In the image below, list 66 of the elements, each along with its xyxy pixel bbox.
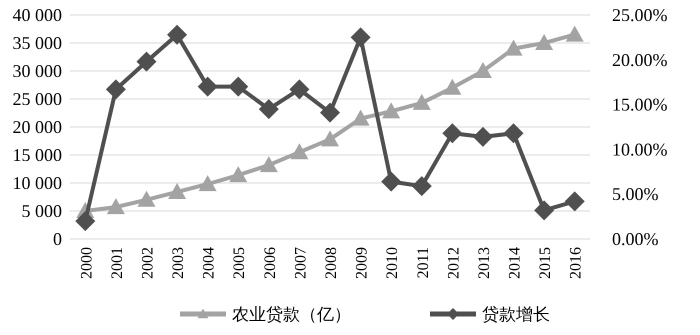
y2-tick-label: 0.00%	[612, 229, 658, 249]
x-tick-label: 2000	[78, 247, 96, 279]
x-tick-label: 2009	[354, 247, 371, 279]
y-tick-label: 15 000	[12, 145, 62, 165]
point	[321, 130, 339, 146]
point	[535, 34, 554, 50]
x-tick-label: 2006	[262, 247, 279, 279]
x-tick-label: 2016	[568, 247, 585, 279]
legend-label: 农业贷款（亿）	[232, 305, 351, 324]
point	[75, 211, 96, 232]
point	[106, 79, 126, 100]
y-tick-label: 35 000	[12, 33, 62, 53]
y-tick-label: 0	[53, 229, 62, 249]
point	[106, 198, 125, 214]
point	[229, 166, 248, 182]
point	[289, 79, 310, 100]
x-tick-label: 2003	[170, 247, 188, 279]
point	[260, 156, 278, 172]
point	[566, 26, 584, 42]
point	[198, 76, 218, 97]
x-tick-label: 2004	[200, 247, 218, 279]
point	[137, 190, 156, 207]
point	[228, 76, 248, 97]
point	[381, 172, 402, 192]
x-tick-label: 2015	[537, 247, 554, 279]
point	[504, 123, 524, 144]
x-tick-label: 2002	[139, 247, 156, 279]
y-tick-label: 20 000	[12, 117, 62, 137]
point	[474, 62, 492, 78]
point	[442, 123, 462, 144]
y-tick-label: 10 000	[12, 173, 62, 193]
point	[443, 78, 462, 95]
point	[382, 102, 400, 118]
x-tick-label: 2013	[476, 247, 493, 279]
point	[136, 52, 156, 72]
legend-label: 贷款增长	[482, 305, 550, 324]
point	[412, 176, 432, 196]
y2-tick-label: 10.00%	[612, 139, 668, 160]
y-tick-label: 30 000	[12, 61, 62, 81]
y2-tick-label: 5.00%	[612, 184, 658, 204]
y-tick-label: 5 000	[22, 201, 62, 221]
point	[320, 102, 340, 123]
point	[350, 27, 371, 48]
x-tick-label: 2010	[384, 247, 402, 279]
x-tick-label: 2014	[506, 247, 524, 279]
point	[472, 126, 493, 147]
x-tick-label: 2012	[445, 247, 462, 279]
point	[258, 99, 279, 120]
point	[167, 24, 188, 45]
y-tick-label: 25 000	[12, 89, 62, 109]
point	[168, 182, 186, 199]
x-tick-label: 2008	[323, 247, 340, 279]
y2-tick-label: 20.00%	[612, 50, 668, 70]
y2-tick-label: 25.00%	[612, 5, 668, 25]
point	[352, 110, 370, 126]
point	[198, 175, 217, 192]
x-tick-label: 2011	[414, 247, 432, 278]
y2-tick-label: 15.00%	[612, 94, 668, 115]
point	[534, 200, 554, 220]
point	[412, 94, 431, 110]
x-tick-label: 2001	[108, 247, 126, 279]
x-tick-label: 2007	[292, 247, 310, 279]
x-tick-label: 2005	[231, 247, 248, 279]
point	[290, 143, 308, 160]
point	[564, 191, 585, 212]
y-tick-label: 40 000	[12, 5, 62, 25]
